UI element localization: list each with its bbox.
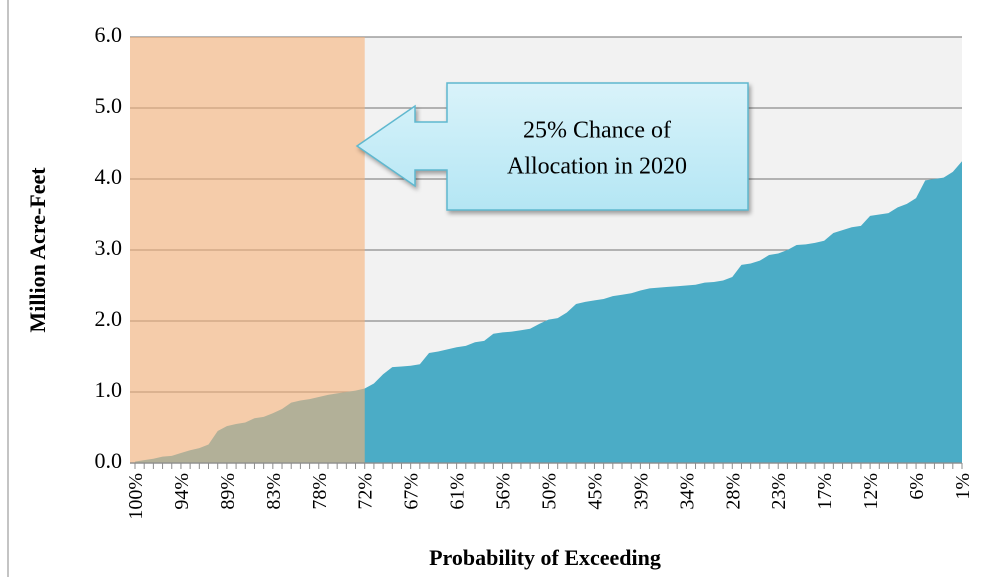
- x-tick-label: 17%: [814, 473, 836, 510]
- x-tick-label: 100%: [125, 473, 147, 520]
- shaded-band: [130, 37, 365, 463]
- y-axis-title: Million Acre-Feet: [25, 167, 50, 333]
- x-tick-label: 50%: [539, 473, 561, 510]
- y-tick-label: 4.0: [95, 164, 123, 189]
- y-tick-label: 1.0: [95, 377, 123, 402]
- x-tick-label: 94%: [171, 473, 193, 510]
- x-tick-label: 61%: [447, 473, 469, 510]
- y-tick-label: 0.0: [95, 448, 123, 473]
- x-tick-label: 72%: [355, 473, 377, 510]
- x-tick-label: 6%: [906, 473, 928, 500]
- x-tick-label: 1%: [952, 473, 974, 500]
- x-tick-label: 67%: [401, 473, 423, 510]
- callout-box: [355, 82, 749, 211]
- x-tick-label: 28%: [722, 473, 744, 510]
- callout-text: Allocation in 2020: [507, 154, 687, 180]
- y-tick-label: 2.0: [95, 306, 123, 331]
- y-tick-label: 6.0: [95, 22, 123, 47]
- x-tick-label: 34%: [676, 473, 698, 510]
- x-tick-label: 12%: [860, 473, 882, 510]
- x-tick-label: 56%: [493, 473, 515, 510]
- x-tick-label: 78%: [309, 473, 331, 510]
- x-tick-label: 39%: [630, 473, 652, 510]
- x-tick-label: 89%: [217, 473, 239, 510]
- area: [135, 161, 962, 463]
- callout-text: 25% Chance of: [523, 118, 671, 144]
- y-tick-label: 3.0: [95, 235, 123, 260]
- x-tick-label: 45%: [584, 473, 606, 510]
- x-axis-title: Probability of Exceeding: [429, 545, 661, 570]
- x-tick-label: 83%: [263, 473, 285, 510]
- x-tick-label: 23%: [768, 473, 790, 510]
- y-tick-label: 5.0: [95, 93, 123, 118]
- plot: 0.0 1.0 2.0 3.0 4.0 5.0 6.0 100% 94% 89% 83% 78% 72%…: [95, 22, 975, 520]
